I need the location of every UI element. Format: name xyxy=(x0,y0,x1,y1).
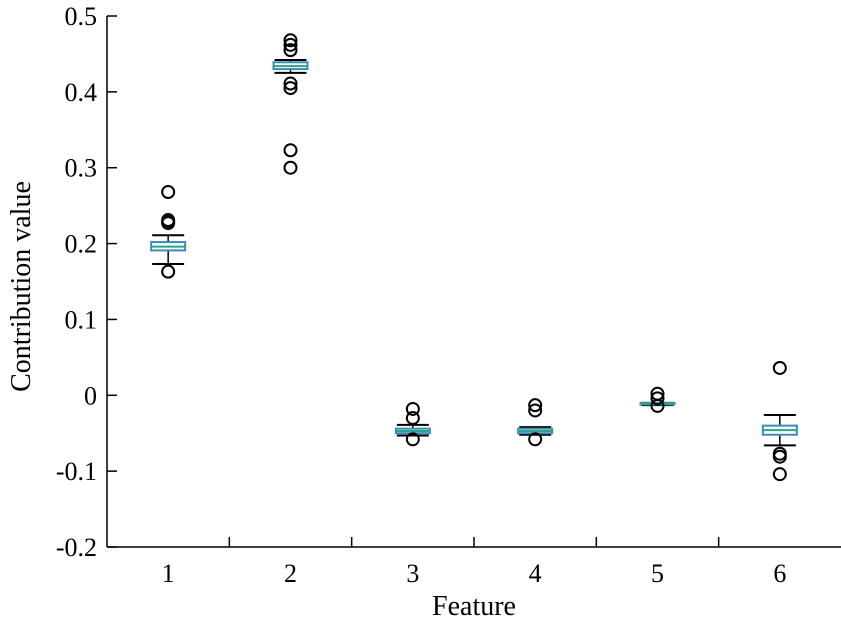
outlier-point xyxy=(405,401,420,416)
x-tick-label: 2 xyxy=(284,559,297,588)
outlier-point xyxy=(283,37,298,52)
x-tick-label: 4 xyxy=(529,559,542,588)
y-tick-label: -0.1 xyxy=(56,457,97,486)
x-tick-label: 6 xyxy=(773,559,786,588)
y-tick-label: 0.4 xyxy=(65,78,98,107)
outlier-point xyxy=(772,360,787,375)
box-group-1 xyxy=(150,184,187,279)
outlier-point xyxy=(283,33,298,48)
outlier-point xyxy=(161,216,176,231)
box-group-6 xyxy=(761,360,798,482)
outlier-point xyxy=(650,391,665,406)
outlier-point xyxy=(405,411,420,426)
outlier-point xyxy=(772,449,787,464)
outlier-point xyxy=(161,264,176,279)
axes: -0.2 -0.1 0 0.1 0.2 0.3 0.4 0.5 1 2 3 4 5 6 xyxy=(56,2,841,588)
outlier-point xyxy=(161,184,176,199)
outlier-point xyxy=(283,76,298,91)
y-tick-label: 0.3 xyxy=(65,154,98,183)
box-group-3 xyxy=(394,401,431,447)
outlier-point xyxy=(650,398,665,413)
x-axis-title: Feature xyxy=(432,591,516,622)
y-axis-title: Contribution value xyxy=(6,181,37,392)
x-tick-label: 3 xyxy=(406,559,419,588)
outlier-point xyxy=(772,467,787,482)
y-tick-label: -0.2 xyxy=(56,533,97,562)
outlier-point xyxy=(528,403,543,418)
box-group-2 xyxy=(272,33,309,175)
outlier-point xyxy=(283,143,298,158)
x-tick-label: 1 xyxy=(162,559,175,588)
outlier-point xyxy=(283,160,298,175)
outlier-point xyxy=(405,432,420,447)
y-tick-label: 0.2 xyxy=(65,230,98,259)
box-group-5 xyxy=(639,386,676,413)
y-tick-label: 0.1 xyxy=(65,305,98,334)
x-tick-label: 5 xyxy=(651,559,664,588)
outlier-point xyxy=(528,432,543,447)
outlier-point xyxy=(283,81,298,96)
y-tick-label: 0 xyxy=(84,381,97,410)
outlier-point xyxy=(528,398,543,413)
box-group-4 xyxy=(517,398,554,447)
plot-area xyxy=(150,33,798,482)
outlier-point xyxy=(283,43,298,58)
y-tick-label: 0.5 xyxy=(65,2,98,31)
